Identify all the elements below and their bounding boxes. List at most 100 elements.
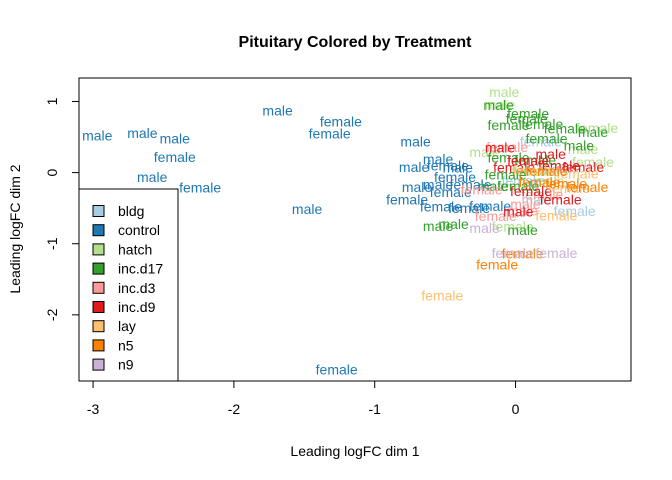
point-bldg-4: male bbox=[522, 192, 553, 208]
point-n5-5: female bbox=[525, 163, 567, 179]
point-inc.d17-14: male bbox=[423, 218, 454, 234]
point-hatch-4: male bbox=[469, 144, 500, 160]
point-control-15: male bbox=[423, 177, 454, 193]
legend-swatch-hatch bbox=[92, 243, 105, 256]
point-control-8: female bbox=[309, 126, 351, 142]
point-inc.d9-5: female bbox=[562, 159, 604, 175]
y-tick-label-0: -2 bbox=[44, 308, 60, 321]
point-lay-0: female bbox=[421, 288, 463, 304]
point-control-17: female bbox=[434, 169, 476, 185]
point-inc.d17-13: female bbox=[497, 178, 539, 194]
legend-label-inc.d9: inc.d9 bbox=[118, 299, 156, 315]
x-tick-label-3: 0 bbox=[512, 401, 520, 417]
legend-swatch-inc.d3 bbox=[92, 281, 105, 294]
point-control-9: male bbox=[292, 201, 323, 217]
point-inc.d17-3: female bbox=[506, 111, 548, 127]
legend-label-control: control bbox=[118, 222, 160, 238]
x-tick-label-2: -1 bbox=[368, 401, 381, 417]
point-n9-1: female bbox=[535, 245, 577, 261]
point-inc.d9-7: male bbox=[503, 204, 534, 220]
legend-label-bldg: bldg bbox=[118, 203, 144, 219]
x-axis: -3 -2 -1 0 bbox=[87, 380, 520, 417]
x-tick-label-0: -3 bbox=[87, 401, 100, 417]
legend-label-n5: n5 bbox=[118, 337, 134, 353]
point-control-18: male bbox=[443, 160, 474, 176]
point-inc.d9-8: female bbox=[510, 183, 552, 199]
point-lay-1: female bbox=[556, 165, 598, 181]
y-tick-label-3: 1 bbox=[44, 97, 60, 105]
point-inc.d17-4: female bbox=[544, 121, 586, 137]
point-inc.d9-2: female bbox=[507, 153, 549, 169]
point-control-11: male bbox=[423, 151, 454, 167]
point-control-19: female bbox=[430, 184, 472, 200]
point-inc.d3-3: female bbox=[521, 187, 563, 203]
legend-swatch-control bbox=[92, 224, 105, 237]
point-inc.d3-5: female bbox=[486, 139, 528, 155]
point-control-5: female bbox=[179, 180, 221, 196]
points-layer: male male malefemalemalefemalemalefemalefe… bbox=[82, 84, 618, 377]
point-control-22: female bbox=[448, 200, 490, 216]
point-inc.d9-4: female bbox=[538, 158, 580, 174]
point-n5-2: female bbox=[566, 179, 608, 195]
point-inc.d3-4: male bbox=[510, 196, 541, 212]
point-inc.d17-9: female bbox=[487, 150, 529, 166]
point-n9-0: female bbox=[492, 245, 534, 261]
point-hatch-7: female bbox=[492, 219, 534, 235]
point-bldg-0: female bbox=[554, 203, 596, 219]
point-inc.d17-15: male bbox=[438, 216, 469, 232]
x-tick-label-1: -2 bbox=[228, 401, 241, 417]
point-control-0: male bbox=[82, 128, 113, 144]
point-control-12: male bbox=[399, 159, 430, 175]
point-inc.d3-0: female bbox=[461, 182, 503, 198]
point-n5-4: female bbox=[518, 174, 560, 190]
point-control-6: male bbox=[262, 103, 293, 119]
point-control-21: female bbox=[420, 199, 462, 215]
y-axis-label: Leading logFC dim 2 bbox=[7, 164, 23, 293]
point-n9-2: male bbox=[469, 220, 500, 236]
point-inc.d9-0: male bbox=[485, 140, 516, 156]
legend-label-hatch: hatch bbox=[118, 241, 152, 257]
y-tick-label-2: 0 bbox=[44, 168, 60, 176]
point-inc.d9-1: female bbox=[493, 160, 535, 176]
point-control-4: male bbox=[137, 169, 168, 185]
point-hatch-8: male bbox=[534, 173, 565, 189]
point-inc.d17-6: male bbox=[578, 124, 609, 140]
legend-label-lay: lay bbox=[118, 318, 136, 334]
point-inc.d9-3: male bbox=[536, 146, 567, 162]
legend-swatch-lay bbox=[92, 320, 105, 333]
legend: bldg control hatch inc.d17 inc.d3 inc.d9 lay n5… bbox=[78, 188, 179, 382]
point-hatch-3: male bbox=[568, 141, 599, 157]
point-n5-1: female bbox=[502, 246, 544, 262]
point-bldg-3: female bbox=[502, 172, 544, 188]
point-inc.d17-16: male bbox=[507, 222, 538, 238]
point-control-2: male bbox=[160, 131, 191, 147]
point-n5-3: female bbox=[545, 175, 587, 191]
point-control-20: female bbox=[449, 177, 491, 193]
point-inc.d3-2: female bbox=[475, 208, 517, 224]
point-control-16: female bbox=[386, 192, 428, 208]
point-control-14: male bbox=[402, 179, 433, 195]
point-inc.d17-7: female bbox=[525, 131, 567, 147]
point-inc.d17-0: male bbox=[483, 97, 514, 113]
point-control-24: female bbox=[316, 362, 358, 378]
point-inc.d9-6: female bbox=[540, 192, 582, 208]
point-control-10: male bbox=[400, 133, 431, 149]
point-control-7: female bbox=[320, 113, 362, 129]
point-control-1: male bbox=[127, 125, 158, 141]
point-inc.d17-11: male bbox=[478, 178, 509, 194]
point-bldg-2: male bbox=[540, 161, 571, 177]
point-n5-0: female bbox=[476, 256, 518, 272]
legend-swatch-n9 bbox=[92, 358, 105, 371]
point-hatch-6: female bbox=[511, 163, 553, 179]
point-hatch-2: female bbox=[576, 120, 618, 136]
point-lay-4: female bbox=[548, 180, 590, 196]
x-axis-label: Leading logFC dim 1 bbox=[290, 443, 419, 459]
point-inc.d17-5: female bbox=[521, 116, 563, 132]
point-inc.d17-2: female bbox=[487, 117, 529, 133]
legend-label-inc.d3: inc.d3 bbox=[118, 280, 156, 296]
point-hatch-0: male bbox=[489, 84, 520, 100]
point-inc.d3-1: male bbox=[507, 202, 538, 218]
legend-swatch-n5 bbox=[92, 339, 105, 352]
point-control-13: female bbox=[427, 158, 469, 174]
